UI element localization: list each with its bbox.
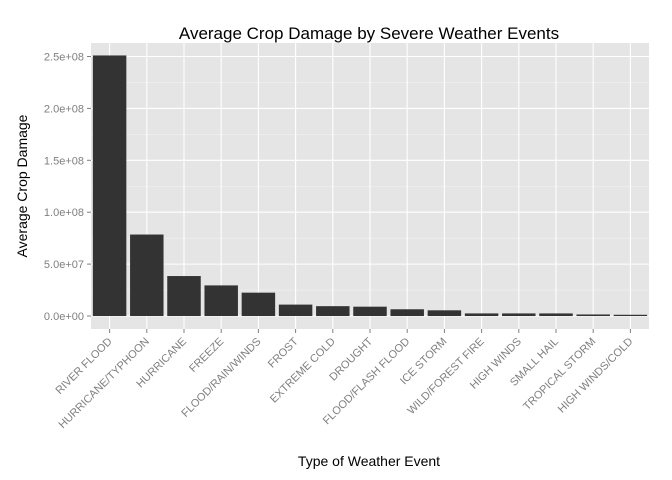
bar-drought	[353, 306, 387, 317]
x-tick-label: FROST	[266, 335, 301, 370]
bar-ice-storm	[427, 310, 462, 317]
bar-small-hail	[539, 313, 573, 317]
x-axis: RIVER FLOODHURRICANE/TYPHOONHURRICANEFRE…	[54, 329, 636, 431]
y-axis-title: Average Crop Damage	[14, 114, 30, 257]
bar-high-winds-cold	[613, 314, 648, 317]
y-tick-label: 1.0e+08	[44, 207, 84, 219]
bar-frost	[278, 304, 313, 317]
y-tick-label: 0.0e+00	[44, 311, 84, 323]
y-tick-label: 1.5e+08	[44, 155, 84, 167]
bar-wild-forest-fire	[464, 313, 499, 317]
x-tick-label: TROPICAL STORM	[521, 336, 598, 413]
y-tick-label: 5.0e+07	[44, 259, 84, 271]
y-tick-label: 2.0e+08	[44, 103, 84, 115]
bar-high-winds	[502, 313, 536, 317]
chart-title: Average Crop Damage by Severe Weather Ev…	[179, 24, 559, 43]
bar-tropical-storm	[576, 314, 610, 317]
x-axis-title: Type of Weather Event	[298, 453, 440, 469]
bar-flood-rain-winds	[241, 292, 276, 317]
grid-lines	[91, 43, 649, 329]
bar-hurricane-typhoon	[130, 234, 164, 317]
bar-hurricane	[167, 276, 201, 317]
bar-flood-flash-flood	[390, 309, 424, 317]
x-tick-label: EXTREME COLD	[268, 336, 338, 406]
y-tick-label: 2.5e+08	[44, 51, 84, 63]
y-axis: 0.0e+00 5.0e+07 1.0e+08 1.5e+08 2.0e+08 2.5e+…	[44, 51, 91, 323]
bar-freeze	[204, 285, 238, 317]
bars	[92, 55, 648, 317]
bar-extreme-cold	[316, 306, 350, 317]
x-tick-label: HIGH WINDS/COLD	[556, 336, 636, 416]
bar-river-flood	[92, 55, 127, 317]
